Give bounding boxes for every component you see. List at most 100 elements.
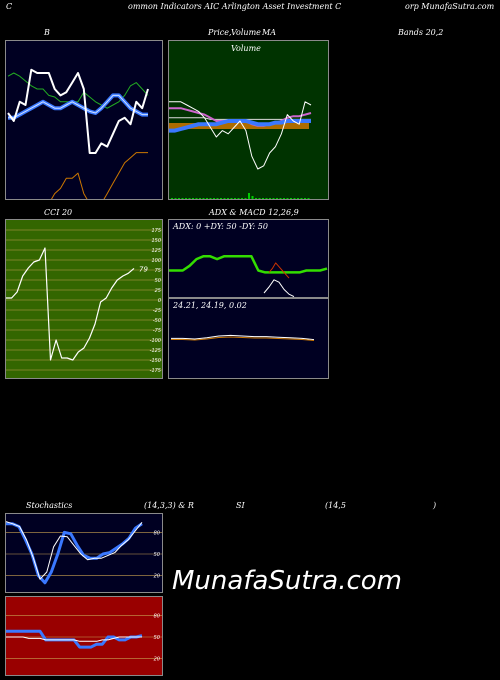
header-title: ommon Indicators AIC Arlington Asset Inv…: [128, 2, 342, 11]
volume-bar: [265, 198, 268, 199]
stoch-tick-label: 20: [154, 574, 160, 580]
stoch-d-line: [6, 521, 143, 580]
volume-bar: [174, 198, 177, 199]
minus-dy-line: [268, 262, 290, 279]
cci-panel: 175 150 125 100 75 50 25 0 -25 -50 -75 -100 -125 -150…: [5, 219, 163, 379]
watermark: MunafaSutra.com: [172, 566, 403, 596]
stoch-title-e: ): [433, 501, 437, 510]
volume-bar: [171, 198, 173, 199]
macd-line: [171, 334, 315, 341]
volume-bar: [181, 198, 184, 199]
lower-band-line: [50, 152, 148, 199]
bollinger-chart: [6, 41, 162, 199]
macd-values: 24.21, 24.19, 0.02: [173, 301, 247, 310]
volume-bar: [290, 198, 292, 199]
cci-tick-label: 0: [158, 298, 161, 304]
adx-chart: [169, 220, 328, 297]
header: C ommon Indicators AIC Arlington Asset I…: [0, 2, 500, 12]
volume-bar: [297, 198, 299, 199]
volume-bar: [185, 198, 187, 199]
volume-bar: [192, 198, 194, 199]
cci-tick-label: 150: [151, 238, 161, 244]
cci-tick-label: -75: [153, 328, 161, 334]
volume-bar: [300, 198, 303, 199]
price-title-a: Price,: [208, 28, 232, 37]
stoch-title-b: (14,3,3) & R: [144, 501, 194, 510]
header-left: C: [6, 2, 13, 11]
cci-tick-label: 50: [155, 278, 161, 284]
volume-bar: [206, 198, 208, 199]
middle-band-core: [8, 94, 148, 119]
cci-tick-label: -125: [150, 348, 161, 354]
price-panel: Volume: [168, 40, 329, 200]
cci-title: CCI 20: [44, 208, 73, 217]
volume-bar: [209, 198, 212, 199]
volume-bar: [223, 198, 226, 199]
volume-bar: [276, 198, 278, 199]
rsi-panel: 80 50 20: [5, 596, 163, 676]
cci-line: [6, 247, 135, 361]
stoch-tick-label: 80: [154, 530, 160, 536]
cci-tick-label: 25: [155, 288, 161, 294]
cci-tick-label: 100: [151, 258, 161, 264]
volume-bar: [286, 198, 289, 199]
volume-bar: [258, 198, 261, 199]
volume-bar: [283, 198, 285, 199]
stoch-tick-label: 50: [154, 552, 160, 558]
bollinger-panel: [5, 40, 163, 200]
rsi-chart: 80 50 20: [6, 597, 162, 675]
volume-bar: [251, 196, 254, 199]
volume-bar: [255, 198, 257, 199]
volume-bar: [195, 198, 198, 199]
volume-bar: [213, 198, 215, 199]
adx-line: [169, 255, 328, 274]
rsi-tick-label: 50: [154, 635, 160, 641]
cci-tick-label: -25: [153, 308, 161, 314]
volume-bar: [293, 198, 296, 199]
cci-tick-label: 175: [151, 228, 161, 234]
volume-bar: [241, 198, 243, 199]
cci-tick-label: 75: [155, 268, 161, 274]
volume-bar: [304, 198, 306, 199]
adx-title: ADX & MACD 12,26,9: [209, 208, 299, 217]
cci-chart: 175 150 125 100 75 50 25 0 -25 -50 -75 -100 -125 -150…: [6, 220, 162, 378]
panel-background: [6, 41, 162, 199]
cci-tick-label: 125: [151, 248, 161, 254]
cci-tick-label: -50: [153, 318, 161, 324]
price-line: [169, 101, 312, 170]
price-title-c: MA: [262, 28, 276, 37]
upper-band-line: [7, 72, 149, 109]
macd-chart: [169, 299, 328, 378]
cci-tick-label: -175: [150, 368, 161, 374]
bollinger-title: B: [44, 28, 50, 37]
bollinger-title-right: Bands 20,2: [398, 28, 444, 37]
cci-last-value: 79: [139, 265, 148, 273]
volume-bar: [202, 198, 205, 199]
volume-bar: [216, 198, 219, 199]
volume-bar: [272, 198, 275, 199]
rsi-tick-label: 80: [154, 613, 160, 619]
volume-bar: [199, 198, 201, 199]
stoch-chart: 80 50 20: [6, 514, 162, 592]
volume-overlay-label: Volume: [231, 44, 261, 53]
adx-panel: ADX: 0 +DY: 50 -DY: 50: [168, 219, 329, 298]
header-right: orp MunafaSutra.com: [405, 2, 495, 11]
volume-bar: [230, 198, 233, 199]
volume-bar: [234, 198, 236, 199]
stoch-title-d: (14,5: [325, 501, 346, 510]
volume-bar: [188, 198, 191, 199]
volume-bar: [269, 198, 271, 199]
ma-band: [169, 123, 309, 129]
stoch-title-a: Stochastics: [26, 501, 73, 510]
cci-tick-label: -100: [150, 338, 161, 344]
rsi-tick-label: 20: [154, 657, 160, 663]
volume-bar: [262, 198, 264, 199]
macd-panel: 24.21, 24.19, 0.02: [168, 298, 329, 379]
cci-tick-label: -150: [150, 358, 161, 364]
signal-line: [171, 336, 315, 341]
volume-bar: [248, 193, 250, 199]
panel-background: [6, 220, 162, 378]
volume-bar: [244, 198, 247, 199]
volume-bar: [237, 198, 240, 199]
stoch-title-c: SI: [236, 501, 245, 510]
